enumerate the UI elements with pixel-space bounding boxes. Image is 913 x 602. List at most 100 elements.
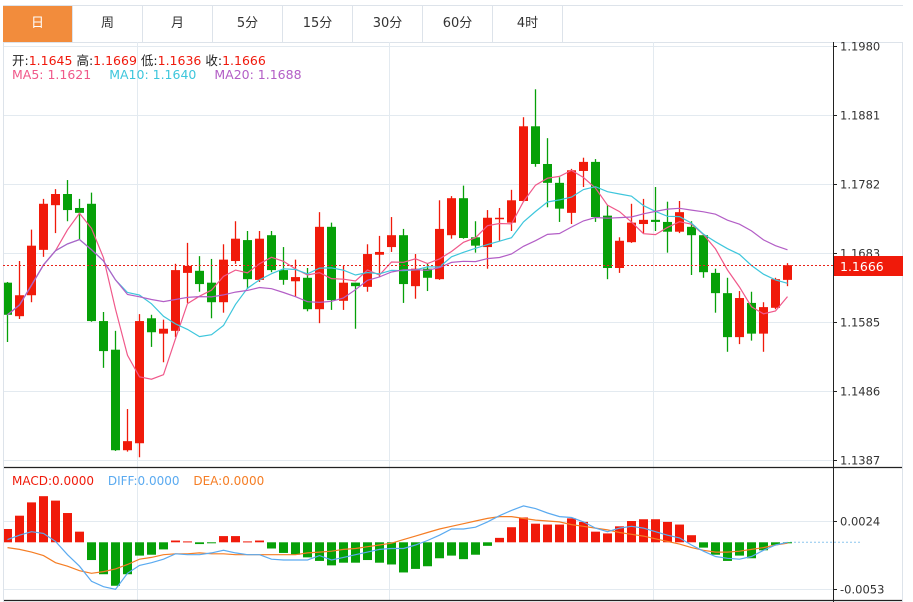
macd-bar [351,542,360,563]
macd-bar [3,528,12,543]
macd-bar [99,542,108,575]
candle-body [339,282,348,301]
candle [627,203,636,243]
macd-bar [687,535,696,543]
tab-month[interactable]: 月 [143,6,213,42]
ohlc-legend: 开:1.1645 高:1.1669 低:1.1636 收:1.1666 [12,50,266,69]
candle-body [219,259,228,303]
candle-body [711,272,720,294]
candle [195,256,204,292]
candle [387,217,396,252]
candle [75,198,84,241]
macd-bar [447,542,456,556]
candle [711,268,720,313]
macd-bar [423,542,432,567]
candle-body [207,282,216,303]
candle [591,159,600,222]
macd-bar [87,542,96,561]
price-axis-label: 1.1486 [840,385,880,399]
candle-body [483,217,492,248]
candle [147,314,156,347]
candle [327,222,336,310]
candle [783,263,792,287]
candle-body [171,270,180,331]
tab-60min[interactable]: 60分 [423,6,493,42]
candle-body [123,441,132,451]
candle-body [735,298,744,338]
candle [63,180,72,222]
macd-bar [567,518,576,543]
candle-body [231,238,240,262]
macd-bar [699,542,708,548]
macd-bar [591,531,600,543]
candle-body [279,270,288,280]
candle [231,221,240,264]
macd-bar [639,519,648,543]
tab-week[interactable]: 周 [73,6,143,42]
macd-bar [327,542,336,566]
candle-body [543,163,552,183]
tab-day[interactable]: 日 [3,6,73,42]
ma5-line [7,169,788,380]
candle-body [3,282,12,315]
candle [459,185,468,239]
macd-bar [399,542,408,573]
macd-bar [603,533,612,543]
candle-body [387,235,396,248]
candle-body [255,238,264,280]
tab-30min[interactable]: 30分 [353,6,423,42]
dea-line [7,515,788,574]
tab-4hour[interactable]: 4时 [493,6,563,42]
macd-bar [711,542,720,555]
candle [651,187,660,232]
macd-bar [291,542,300,555]
candle-body [423,268,432,278]
open-label: 开: [12,53,29,68]
candle [267,231,276,273]
candle [579,157,588,188]
candle-body [615,240,624,269]
candle [543,138,552,208]
candle-body [135,321,144,444]
period-tabs: 日 周 月 5分 15分 30分 60分 4时 [3,5,903,43]
candle [99,311,108,368]
candle-body [411,268,420,287]
macd-bar [435,542,444,559]
macd-bar [555,524,564,543]
diff-line [7,505,788,590]
candle [687,221,696,275]
macd-bar [231,536,240,543]
macd-bar [171,540,180,543]
ma5-legend: MA5: 1.1621 [12,67,92,82]
macd-bar [15,515,24,543]
candle-body [447,198,456,236]
tab-5min[interactable]: 5分 [213,6,283,42]
candle [39,198,48,257]
candle-body [27,245,36,296]
ma20-legend: MA20: 1.1688 [214,67,302,82]
macd-bar [387,542,396,565]
tab-15min[interactable]: 15分 [283,6,353,42]
macd-bar [135,542,144,556]
macd-bar [615,526,624,543]
macd-bar [75,531,84,543]
macd-bar [111,542,120,586]
macd-bar [147,542,156,555]
price-axis-label: 1.1980 [840,40,880,54]
candle [255,231,264,282]
price-axis-label: 1.1881 [840,109,880,123]
candle-body [75,207,84,213]
candle-body [111,349,120,451]
candle-body [759,307,768,334]
candle [375,235,384,278]
candle [15,261,24,319]
macd-bar [735,542,744,556]
price-axis-label: 1.1585 [840,316,880,330]
candle-body [51,194,60,206]
macd-bar [459,542,468,560]
candle-body [375,251,384,255]
candle-body [495,217,504,220]
macd-bar [243,541,252,543]
macd-bar [51,500,60,543]
